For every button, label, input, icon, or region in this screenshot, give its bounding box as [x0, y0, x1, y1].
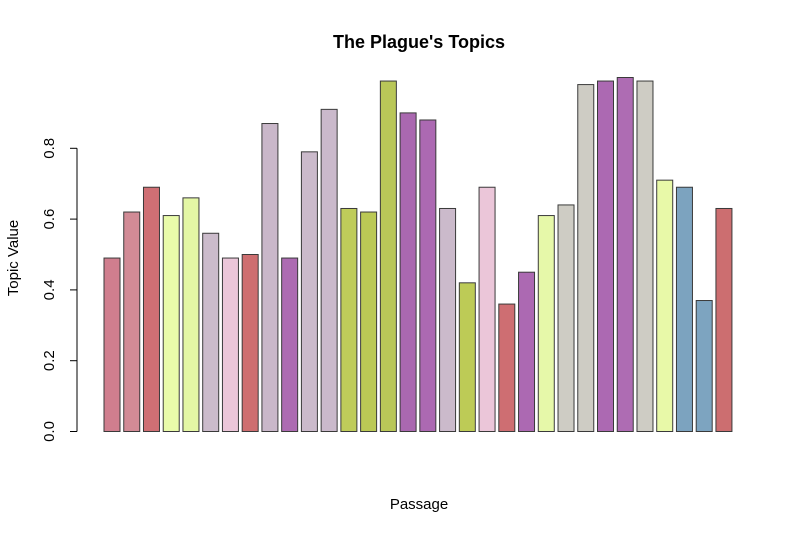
bar-30	[675, 186, 693, 432]
bars-group	[103, 77, 733, 433]
bar-4	[162, 215, 180, 432]
x-axis-label: Passage	[390, 496, 448, 513]
y-tick-label-2: 0.4	[41, 279, 58, 300]
bar-5	[182, 197, 200, 432]
bar-19	[458, 282, 476, 432]
bar-9	[261, 123, 279, 433]
y-tick-label-0: 0.0	[41, 421, 58, 442]
y-tick-label-1: 0.2	[41, 350, 58, 371]
bar-27	[616, 77, 634, 432]
bar-21	[498, 303, 516, 432]
bar-25	[577, 84, 595, 433]
bar-28	[636, 80, 654, 432]
bar-3	[142, 186, 160, 432]
bar-20	[478, 186, 496, 432]
y-tick-label-4: 0.8	[41, 138, 58, 159]
bar-6	[202, 232, 220, 432]
bar-11	[300, 151, 318, 432]
bar-22	[518, 271, 536, 433]
bar-32	[715, 207, 733, 432]
bar-29	[656, 179, 674, 432]
bar-14	[360, 211, 378, 432]
y-tick-label-3: 0.6	[41, 209, 58, 230]
bar-26	[597, 80, 614, 432]
y-axis: 0.0 0.2 0.4 0.6 0.8	[41, 138, 78, 442]
bar-12	[320, 108, 338, 433]
bar-16	[399, 112, 417, 433]
bar-18	[439, 207, 457, 432]
bar-31	[695, 300, 713, 432]
chart-title: The Plague's Topics	[333, 32, 505, 52]
bar-10	[281, 257, 299, 433]
bar-7	[221, 257, 239, 433]
bar-13	[340, 207, 358, 432]
bar-23	[537, 215, 555, 432]
bar-8	[241, 254, 259, 432]
y-axis-label: Topic Value	[5, 220, 22, 296]
bar-1	[103, 257, 121, 433]
bar-2	[123, 211, 141, 432]
bar-17	[419, 119, 437, 432]
bar-15	[379, 80, 397, 432]
bar-24	[557, 204, 575, 432]
